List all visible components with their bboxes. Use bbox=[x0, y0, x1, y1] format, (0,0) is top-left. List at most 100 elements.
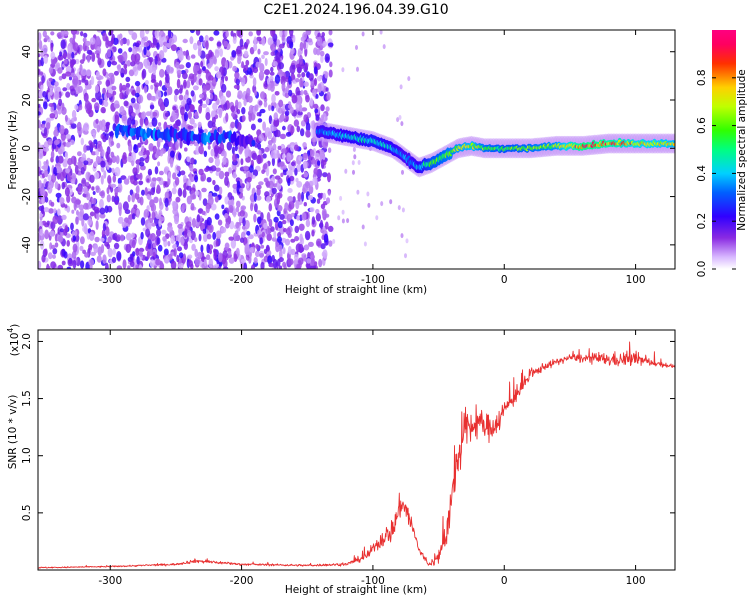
noise-speckle bbox=[287, 104, 293, 109]
noise-speckle bbox=[134, 47, 140, 52]
noise-speckle bbox=[93, 139, 98, 145]
noise-speckle bbox=[318, 193, 323, 200]
noise-speckle bbox=[148, 243, 152, 250]
noise-speckle bbox=[305, 94, 310, 103]
noise-speckle bbox=[141, 68, 147, 79]
noise-speckle bbox=[209, 248, 212, 255]
noise-speckle bbox=[43, 207, 50, 213]
noise-speckle bbox=[237, 55, 242, 61]
noise-speckle bbox=[239, 237, 245, 243]
noise-speckle bbox=[100, 160, 106, 168]
noise-speckle bbox=[121, 115, 127, 122]
noise-speckle bbox=[63, 59, 68, 65]
noise-speckle bbox=[264, 69, 270, 76]
noise-speckle bbox=[320, 114, 324, 121]
noise-speckle bbox=[55, 62, 61, 69]
noise-speckle bbox=[353, 154, 357, 160]
noise-speckle bbox=[234, 230, 239, 237]
noise-speckle bbox=[197, 121, 202, 128]
noise-speckle bbox=[106, 48, 112, 58]
noise-speckle bbox=[149, 104, 155, 110]
noise-speckle bbox=[54, 181, 59, 190]
noise-speckle bbox=[250, 264, 256, 269]
noise-speckle bbox=[361, 224, 365, 230]
noise-speckle bbox=[89, 263, 93, 269]
noise-speckle bbox=[48, 180, 54, 189]
noise-speckle bbox=[157, 161, 161, 167]
noise-speckle bbox=[140, 217, 146, 226]
noise-speckle bbox=[329, 61, 333, 68]
noise-speckle bbox=[219, 126, 223, 135]
noise-speckle bbox=[244, 219, 250, 230]
noise-speckle bbox=[226, 141, 232, 151]
noise-speckle bbox=[159, 68, 165, 78]
noise-speckle bbox=[274, 74, 281, 84]
noise-speckle bbox=[102, 254, 107, 264]
noise-speckle bbox=[202, 228, 207, 234]
noise-speckle bbox=[70, 117, 75, 124]
noise-speckle bbox=[298, 155, 303, 161]
noise-speckle bbox=[57, 54, 64, 61]
noise-speckle bbox=[185, 62, 191, 69]
noise-speckle bbox=[324, 71, 329, 79]
noise-speckle bbox=[208, 36, 214, 42]
noise-speckle bbox=[113, 242, 120, 250]
noise-speckle bbox=[211, 116, 216, 124]
noise-speckle bbox=[366, 191, 370, 197]
noise-speckle bbox=[96, 255, 102, 263]
noise-speckle bbox=[230, 121, 236, 129]
noise-speckle bbox=[89, 142, 96, 149]
noise-speckle bbox=[232, 36, 237, 44]
noise-speckle bbox=[183, 50, 187, 56]
noise-speckle bbox=[105, 262, 109, 269]
noise-speckle bbox=[277, 220, 283, 229]
noise-speckle bbox=[320, 104, 325, 112]
noise-speckle bbox=[240, 158, 244, 166]
noise-speckle bbox=[170, 44, 177, 52]
noise-speckle bbox=[146, 50, 151, 57]
noise-speckle bbox=[104, 205, 109, 214]
noise-speckle bbox=[309, 207, 315, 213]
noise-speckle bbox=[178, 252, 184, 259]
noise-speckle bbox=[279, 214, 285, 220]
noise-speckle bbox=[158, 122, 162, 127]
noise-speckle bbox=[50, 31, 55, 36]
noise-speckle bbox=[67, 258, 74, 267]
noise-speckle bbox=[313, 47, 318, 55]
noise-speckle bbox=[325, 197, 331, 204]
noise-speckle bbox=[42, 44, 48, 55]
noise-speckle bbox=[241, 107, 246, 115]
noise-speckle bbox=[87, 54, 91, 63]
noise-speckle bbox=[264, 58, 268, 66]
noise-speckle bbox=[249, 247, 254, 253]
noise-speckle bbox=[281, 82, 286, 92]
noise-speckle bbox=[316, 36, 323, 46]
noise-speckle bbox=[38, 179, 42, 189]
noise-speckle bbox=[91, 97, 97, 103]
noise-speckle bbox=[218, 252, 223, 263]
noise-speckle bbox=[200, 60, 204, 68]
noise-speckle bbox=[121, 84, 127, 91]
noise-speckle bbox=[298, 243, 304, 254]
noise-speckle bbox=[105, 79, 111, 88]
noise-speckle bbox=[57, 109, 62, 115]
noise-speckle bbox=[207, 120, 214, 129]
noise-speckle bbox=[164, 197, 169, 208]
noise-speckle bbox=[128, 30, 134, 36]
noise-speckle bbox=[274, 175, 281, 180]
noise-speckle bbox=[111, 195, 115, 202]
noise-speckle bbox=[156, 184, 161, 194]
noise-speckle bbox=[183, 228, 188, 238]
noise-speckle bbox=[151, 117, 158, 127]
noise-speckle bbox=[315, 238, 322, 247]
snr-x-tick-label: 100 bbox=[626, 575, 646, 587]
spectrogram-x-tick-label: -200 bbox=[230, 274, 254, 286]
noise-speckle bbox=[263, 177, 269, 183]
noise-speckle bbox=[172, 114, 178, 121]
noise-speckle bbox=[74, 164, 79, 175]
noise-speckle bbox=[38, 151, 44, 160]
noise-speckle bbox=[297, 257, 304, 265]
noise-speckle bbox=[48, 85, 55, 90]
noise-speckle bbox=[101, 229, 106, 238]
